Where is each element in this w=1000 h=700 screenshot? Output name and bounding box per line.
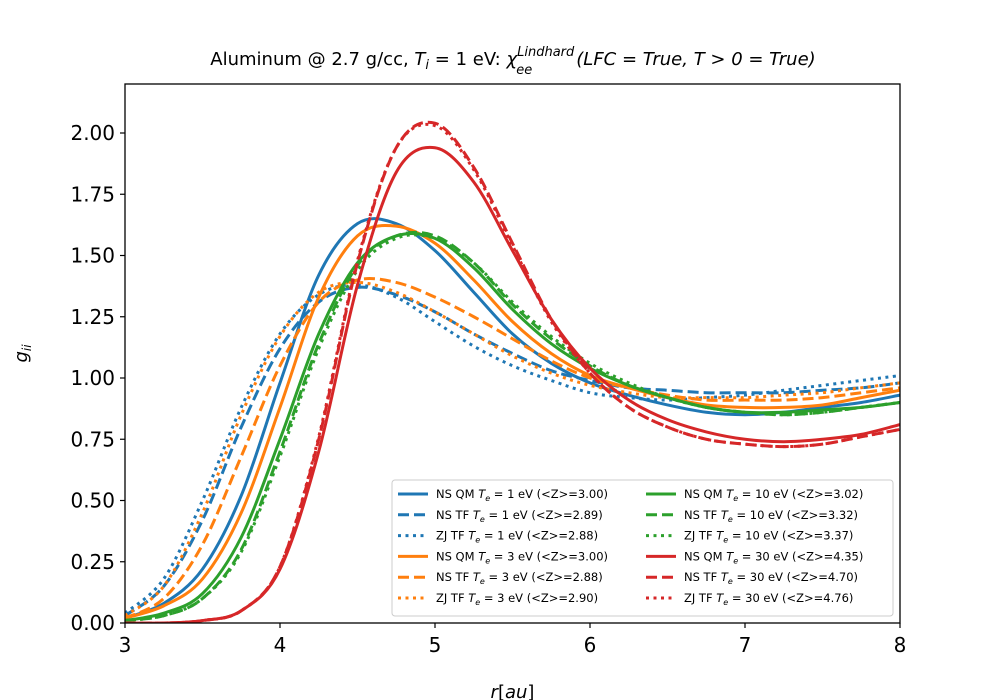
series-line-3 xyxy=(125,223,900,620)
series-line-10 xyxy=(125,120,900,623)
series-line-8 xyxy=(125,233,900,623)
legend-entry-label: ZJ TF Te = 3 eV (<Z>=2.90) xyxy=(436,591,598,607)
y-tick-label: 0.00 xyxy=(70,611,115,635)
y-tick-label: 1.75 xyxy=(70,182,115,206)
x-tick-label: 6 xyxy=(584,633,597,657)
x-axis: 3 4 5 6 7 8 xyxy=(119,623,907,657)
series-line-2 xyxy=(125,283,900,615)
legend-box xyxy=(391,479,894,617)
legend-entry-label: ZJ TF Te = 10 eV (<Z>=3.37) xyxy=(684,529,853,545)
legend-entry-label: NS TF Te = 30 eV (<Z>=4.70) xyxy=(684,570,858,586)
legend-entry-label: ZJ TF Te = 1 eV (<Z>=2.88) xyxy=(436,529,598,545)
legend-entry-label: NS TF Te = 10 eV (<Z>=3.32) xyxy=(684,508,858,524)
legend-entry-label: NS QM Te = 1 eV (<Z>=3.00) xyxy=(436,487,608,503)
x-axis-label: r[au] xyxy=(491,682,535,700)
y-tick-label: 1.25 xyxy=(70,305,115,329)
series-line-11 xyxy=(125,122,900,623)
chart-title: Aluminum @ 2.7 g/cc, Ti = 1 eV: χLindhar… xyxy=(210,45,815,78)
axes-frame xyxy=(124,83,901,624)
legend-entry-label: ZJ TF Te = 30 eV (<Z>=4.76) xyxy=(684,591,853,607)
legend-entry-label: NS TF Te = 1 eV (<Z>=2.89) xyxy=(436,508,603,524)
plot-area xyxy=(125,120,900,623)
x-tick-label: 7 xyxy=(739,633,752,657)
y-tick-label: 1.00 xyxy=(70,366,115,390)
legend-entry-label: NS QM Te = 30 eV (<Z>=4.35) xyxy=(684,549,863,565)
x-tick-label: 8 xyxy=(894,633,907,657)
y-tick-label: 2.00 xyxy=(70,121,115,145)
y-axis: 0.00 0.25 0.50 0.75 1.00 1.25 1.50 1.75 2.00 xyxy=(70,121,125,635)
series-line-4 xyxy=(125,277,900,620)
x-tick-label: 4 xyxy=(274,633,287,657)
y-tick-label: 1.50 xyxy=(70,244,115,268)
series-line-1 xyxy=(125,285,900,617)
x-tick-label: 5 xyxy=(429,633,442,657)
y-tick-label: 0.50 xyxy=(70,489,115,513)
legend-entry-label: NS QM Te = 10 eV (<Z>=3.02) xyxy=(684,487,863,503)
legend-entry-label: NS TF Te = 3 eV (<Z>=2.88) xyxy=(436,570,603,586)
y-tick-label: 0.25 xyxy=(70,550,115,574)
y-axis-label: gii xyxy=(11,344,34,363)
legend: NS QM Te = 1 eV (<Z>=3.00) NS TF Te = 1 e… xyxy=(391,479,894,617)
x-tick-label: 3 xyxy=(119,633,132,657)
y-tick-label: 0.75 xyxy=(70,427,115,451)
legend-entry-label: NS QM Te = 3 eV (<Z>=3.00) xyxy=(436,549,608,565)
